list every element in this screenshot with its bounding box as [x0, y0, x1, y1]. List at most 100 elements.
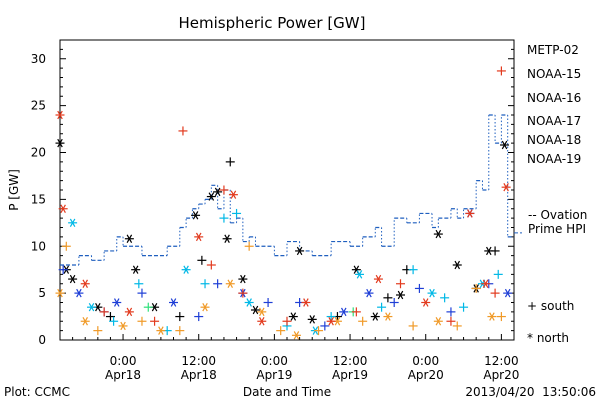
data-point-north	[383, 312, 393, 321]
data-point-south	[496, 312, 506, 322]
x-tick-label-time: 0:00	[412, 354, 439, 368]
data-point-north	[87, 302, 97, 312]
data-point-south	[263, 298, 273, 307]
data-point-south	[219, 213, 229, 223]
data-point-north	[433, 229, 443, 239]
data-point-north	[68, 274, 78, 284]
y-tick-label: 5	[38, 286, 46, 300]
x-tick-label-date: Apr20	[483, 368, 519, 382]
x-tick-label-time: 12:00	[484, 354, 519, 368]
data-point-north	[124, 234, 134, 243]
y-tick-label: 20	[31, 146, 46, 160]
data-point-south	[175, 312, 185, 322]
data-point-south	[490, 288, 500, 298]
legend-entry: NOAA-16	[527, 91, 581, 105]
data-point-north	[228, 190, 238, 199]
data-point-north	[55, 110, 65, 120]
data-point-north	[351, 265, 361, 274]
data-point-south	[99, 307, 109, 317]
data-point-north	[206, 192, 216, 201]
data-point-north	[68, 218, 78, 228]
y-tick-label: 25	[31, 99, 46, 113]
data-point-south	[414, 283, 424, 293]
data-point-south	[244, 241, 254, 251]
data-point-south	[238, 288, 248, 298]
data-point-north	[58, 204, 68, 213]
data-point-south	[232, 208, 242, 218]
data-point-south	[225, 157, 235, 167]
legend-marker-north: * north	[527, 331, 569, 345]
data-point-north	[131, 265, 141, 274]
data-point-south	[143, 302, 153, 312]
data-point-north	[364, 288, 374, 298]
ovation-prime-hpi-line	[60, 114, 522, 266]
data-point-north	[55, 138, 65, 148]
legend-entry: METP-02	[527, 43, 579, 57]
data-point-south	[358, 316, 368, 326]
data-point-south	[276, 326, 286, 336]
data-point-north	[257, 307, 267, 317]
footer-timestamp: 2013/04/20 13:50:06	[465, 385, 596, 399]
data-point-north	[225, 279, 235, 288]
data-point-south	[137, 288, 147, 298]
data-point-north	[213, 187, 223, 197]
data-point-south	[219, 185, 229, 195]
data-point-north	[501, 182, 511, 192]
data-point-north	[250, 305, 260, 315]
data-point-south	[137, 316, 147, 326]
x-tick-label-time: 12:00	[333, 354, 368, 368]
x-axis-ticks: 0:00Apr1812:00Apr180:00Apr1912:00Apr190:…	[72, 334, 519, 382]
data-point-north	[244, 298, 254, 307]
data-point-south	[383, 293, 393, 303]
data-point-south	[396, 279, 405, 289]
data-point-north	[295, 246, 305, 256]
data-point-south	[490, 246, 500, 256]
data-point-north	[74, 288, 84, 298]
data-point-north	[181, 265, 191, 274]
data-point-south	[150, 316, 160, 326]
data-point-south	[389, 298, 399, 307]
x-tick-label-date: Apr18	[181, 368, 217, 382]
data-point-north	[421, 298, 431, 307]
data-point-south	[109, 316, 119, 326]
y-tick-label: 30	[31, 52, 46, 66]
data-point-south	[377, 302, 387, 312]
data-point-north	[156, 326, 166, 335]
x-tick-label-time: 12:00	[181, 354, 216, 368]
y-tick-label: 0	[38, 333, 46, 347]
data-point-north	[112, 298, 122, 307]
legend-ovation-line2: Prime HPI	[528, 222, 586, 236]
data-point-south	[93, 326, 103, 336]
data-point-south	[105, 312, 115, 322]
legend-marker-south: + south	[527, 299, 574, 313]
data-point-north	[301, 298, 311, 307]
legend: METP-02 NOAA-15 NOAA-16 NOAA-17 NOAA-18 …	[527, 43, 587, 345]
legend-ovation-line1: -- Ovation	[528, 208, 587, 222]
data-point-north	[288, 312, 298, 321]
data-point-north	[370, 312, 380, 321]
data-point-north	[339, 307, 349, 317]
legend-entry: NOAA-18	[527, 133, 581, 147]
x-tick-label-date: Apr19	[332, 368, 368, 382]
plot-frame	[59, 39, 515, 341]
y-axis-label: P [GW]	[7, 169, 21, 211]
data-point-south	[408, 321, 418, 331]
data-point-south	[213, 279, 223, 289]
data-point-south	[496, 66, 506, 76]
x-axis-label: Date and Time	[243, 385, 331, 399]
data-point-north	[373, 274, 383, 284]
data-point-north	[191, 211, 201, 220]
data-point-south	[471, 283, 481, 293]
data-point-north	[465, 209, 475, 218]
data-point-south	[200, 279, 210, 289]
data-point-north	[452, 260, 462, 270]
y-tick-label: 10	[31, 239, 46, 253]
legend-entry: NOAA-17	[527, 114, 581, 128]
data-point-south	[351, 307, 361, 317]
data-point-south	[175, 326, 185, 336]
data-point-north	[257, 317, 267, 326]
chart-title: Hemispheric Power [GW]	[179, 14, 366, 32]
y-tick-label: 15	[31, 192, 46, 206]
x-tick-label-date: Apr18	[105, 368, 141, 382]
